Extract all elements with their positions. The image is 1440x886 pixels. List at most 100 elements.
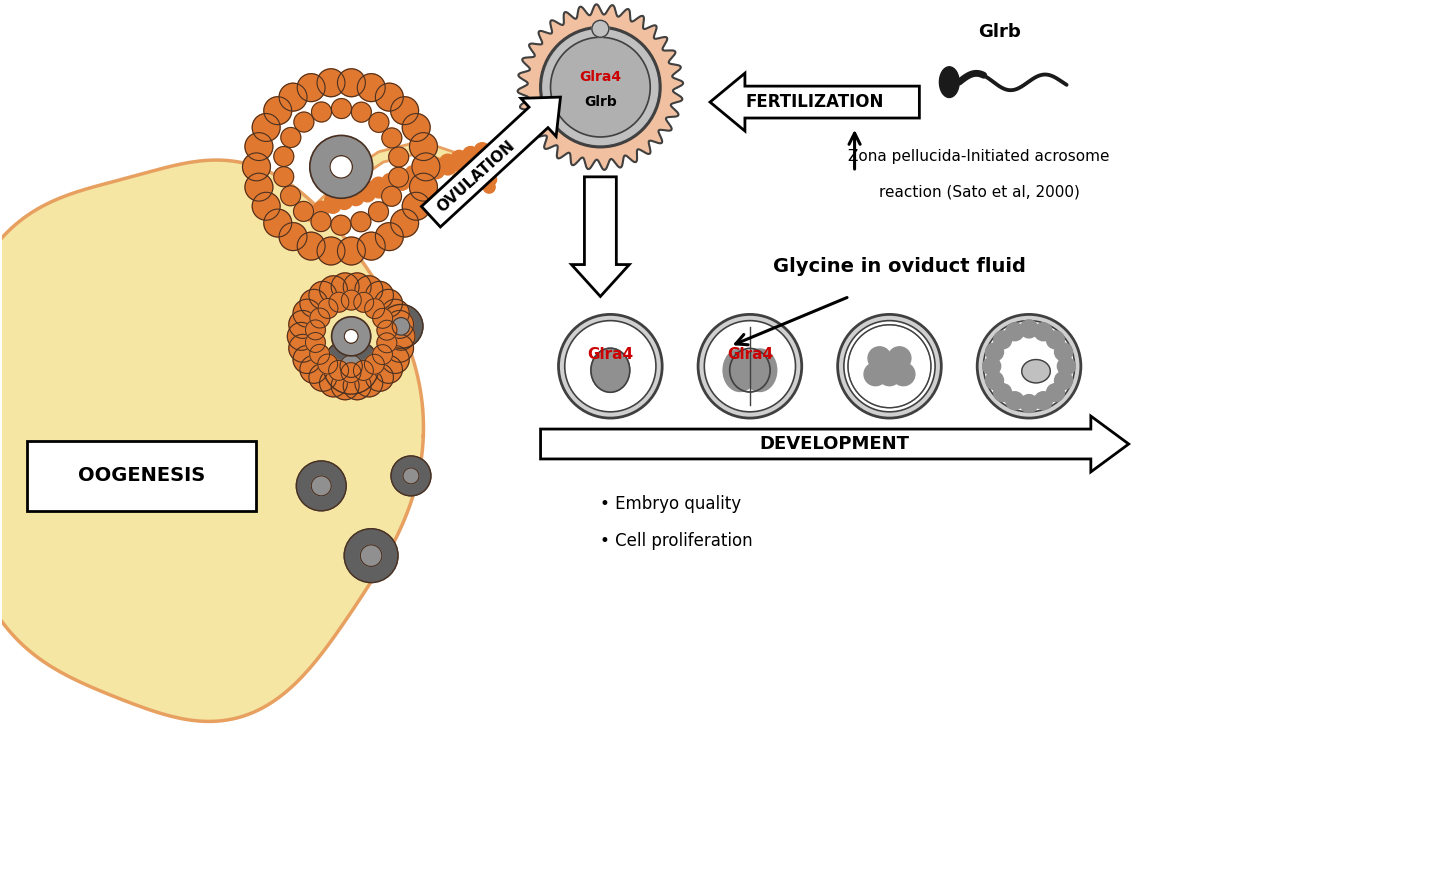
Circle shape — [274, 167, 294, 187]
Circle shape — [382, 128, 402, 148]
Circle shape — [374, 355, 402, 384]
Circle shape — [359, 181, 374, 197]
Circle shape — [1034, 392, 1053, 409]
Circle shape — [328, 292, 348, 312]
Circle shape — [474, 146, 487, 158]
Circle shape — [360, 186, 376, 202]
Circle shape — [343, 372, 372, 400]
Circle shape — [323, 338, 379, 394]
Circle shape — [351, 212, 372, 232]
Circle shape — [288, 323, 315, 350]
Circle shape — [317, 69, 346, 97]
Circle shape — [318, 354, 337, 374]
Text: OOGENESIS: OOGENESIS — [78, 466, 206, 486]
Circle shape — [373, 345, 393, 365]
Circle shape — [341, 290, 361, 310]
Circle shape — [264, 209, 292, 237]
Circle shape — [357, 74, 384, 102]
Circle shape — [389, 167, 409, 187]
Circle shape — [994, 384, 1012, 401]
Circle shape — [985, 343, 1004, 361]
Circle shape — [439, 154, 455, 170]
Circle shape — [331, 273, 359, 301]
Circle shape — [354, 276, 383, 304]
Circle shape — [386, 334, 413, 362]
Circle shape — [377, 320, 397, 340]
Circle shape — [242, 153, 271, 181]
Text: Glrb: Glrb — [585, 95, 616, 109]
Circle shape — [311, 476, 331, 496]
Circle shape — [416, 162, 432, 178]
Circle shape — [592, 20, 609, 37]
Circle shape — [331, 372, 359, 400]
Circle shape — [310, 282, 337, 309]
Circle shape — [281, 128, 301, 147]
Circle shape — [1005, 323, 1024, 341]
Circle shape — [353, 361, 373, 380]
Circle shape — [300, 290, 328, 317]
Polygon shape — [710, 74, 919, 131]
Circle shape — [441, 159, 456, 175]
Circle shape — [376, 83, 403, 111]
Circle shape — [389, 147, 409, 167]
Circle shape — [480, 152, 491, 164]
Circle shape — [395, 175, 410, 190]
Circle shape — [392, 317, 410, 335]
Circle shape — [279, 222, 307, 251]
Circle shape — [550, 37, 651, 137]
Circle shape — [310, 345, 330, 364]
Circle shape — [393, 169, 409, 185]
Text: • Embryo quality: • Embryo quality — [600, 494, 742, 513]
Circle shape — [297, 232, 325, 260]
Polygon shape — [572, 177, 629, 297]
Polygon shape — [0, 160, 423, 721]
Circle shape — [289, 334, 317, 362]
Circle shape — [351, 102, 372, 122]
Circle shape — [281, 186, 301, 206]
Circle shape — [402, 192, 431, 221]
Circle shape — [891, 362, 914, 385]
Circle shape — [382, 346, 409, 374]
Circle shape — [377, 333, 397, 353]
Circle shape — [994, 330, 1012, 349]
Circle shape — [245, 133, 272, 160]
Circle shape — [330, 156, 353, 178]
Circle shape — [369, 202, 389, 222]
Text: Glycine in oviduct fluid: Glycine in oviduct fluid — [773, 257, 1025, 276]
Circle shape — [320, 369, 347, 397]
Circle shape — [252, 113, 281, 142]
Ellipse shape — [723, 349, 757, 392]
Ellipse shape — [939, 66, 959, 97]
Text: Glrb: Glrb — [978, 23, 1021, 42]
Circle shape — [888, 346, 912, 369]
Circle shape — [462, 146, 478, 162]
Circle shape — [985, 371, 1004, 390]
Circle shape — [982, 357, 1001, 375]
Circle shape — [373, 308, 393, 329]
Ellipse shape — [743, 349, 776, 392]
Circle shape — [482, 159, 494, 170]
Circle shape — [305, 320, 325, 340]
Circle shape — [311, 102, 331, 122]
Circle shape — [379, 305, 423, 348]
Circle shape — [337, 193, 353, 209]
Circle shape — [336, 189, 353, 205]
Circle shape — [302, 205, 318, 221]
Circle shape — [274, 146, 294, 167]
Circle shape — [402, 113, 431, 142]
Circle shape — [372, 182, 387, 198]
Circle shape — [245, 173, 272, 201]
Circle shape — [409, 173, 438, 201]
Circle shape — [348, 190, 364, 206]
Circle shape — [341, 362, 361, 383]
FancyBboxPatch shape — [27, 441, 256, 511]
Circle shape — [474, 143, 490, 159]
Circle shape — [325, 198, 341, 214]
Circle shape — [264, 97, 292, 125]
Circle shape — [294, 201, 314, 222]
Text: DEVELOPMENT: DEVELOPMENT — [760, 435, 910, 453]
Circle shape — [390, 209, 419, 237]
Circle shape — [318, 299, 338, 318]
Text: Glra4: Glra4 — [579, 70, 622, 84]
Circle shape — [300, 355, 328, 384]
